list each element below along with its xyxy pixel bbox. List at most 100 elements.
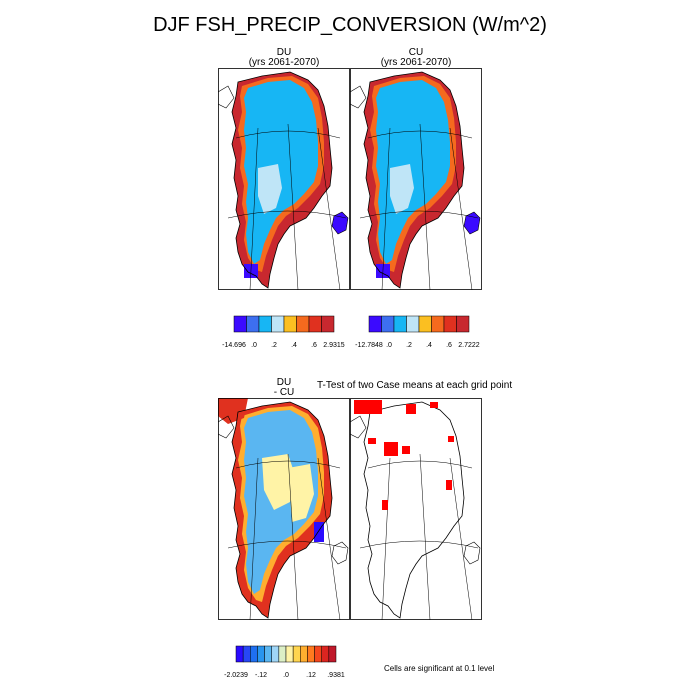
- map-cu-graticule-lat-2: [359, 210, 479, 219]
- colorbar-diff-swatch: [314, 645, 322, 663]
- colorbar-du-tick-label: .0: [251, 342, 257, 349]
- colorbar-diff-swatch: [257, 645, 265, 663]
- map-diff-graticule-lon-1: [249, 457, 259, 620]
- colorbar-cu-swatch: [431, 315, 445, 333]
- colorbar-cu-swatch: [406, 315, 420, 333]
- map-cu-iceland-coast: [463, 211, 481, 235]
- map-diff-east-negative: [314, 522, 324, 542]
- map-du-graticule-lat-2: [227, 210, 347, 219]
- map-panel-cu: [350, 68, 482, 290]
- colorbar-du-swatch: [321, 315, 335, 333]
- map-cu-graticule-lon-3: [449, 127, 473, 290]
- colorbar-diff-swatch: [321, 645, 330, 663]
- significant-cell: [448, 436, 454, 442]
- colorbar-du-swatch: [271, 315, 285, 333]
- map-du-graticule-lon-2: [287, 123, 299, 290]
- colorbar-diff-swatch: [292, 645, 301, 663]
- colorbar-diff-swatch: [235, 645, 244, 663]
- colorbar-cu-tick-label: .6: [446, 342, 452, 349]
- colorbar-diff-tick-label: .12: [306, 672, 316, 679]
- colorbar-cu-swatch: [368, 315, 382, 333]
- map-cu-frame: [350, 68, 482, 290]
- map-ttest-iceland-coast: [463, 541, 481, 565]
- colorbar-cu-swatch: [381, 315, 395, 333]
- map-diff-iceland-coast: [331, 541, 349, 565]
- map-panel-diff: [218, 398, 350, 620]
- map-cu-field-core: [390, 164, 414, 214]
- map-diff-graticule-lon-2: [287, 453, 299, 620]
- map-cu-coastline: [363, 71, 465, 289]
- colorbar-diff-swatch: [250, 645, 258, 663]
- colorbar-diff-swatch: [285, 645, 294, 663]
- colorbar-du: -14.696 .0 .2 .4 .6 2.9315: [222, 315, 345, 349]
- colorbar-du-tick-label: -14.696: [222, 342, 246, 349]
- map-du-iceland-coast: [331, 211, 349, 235]
- map-du-coastline: [231, 71, 333, 289]
- colorbar-du-tick-label: 2.9315: [323, 342, 345, 349]
- map-du-field-core: [258, 164, 282, 214]
- panel-du-label: DU: [276, 47, 292, 58]
- map-ttest-graticule-lat-2: [359, 540, 479, 549]
- map-ttest-graticule-lat-1: [367, 460, 473, 469]
- map-diff-coastline: [231, 401, 333, 619]
- significant-cell: [384, 442, 398, 456]
- colorbar-cu: -12.7848.0 .2 .4 .6 2.7222: [355, 315, 480, 349]
- colorbar-du-swatch: [233, 315, 247, 333]
- map-du-ellesmere-coast: [218, 85, 235, 109]
- map-diff-ellesmere-coast: [218, 415, 235, 439]
- colorbar-cu-swatch: [456, 315, 470, 333]
- colorbar-cu-tick-label: -12.7848: [355, 342, 383, 349]
- colorbar-cu-swatch: [418, 315, 432, 333]
- colorbar-du-tick-label: .2: [271, 342, 277, 349]
- panel-du-sublabel: (yrs 2061-2070): [248, 57, 320, 68]
- map-ttest-coastline: [363, 401, 465, 619]
- significant-cell: [402, 446, 410, 454]
- panel-diff-sublabel: - CU: [273, 387, 295, 398]
- map-ttest-graticule-lon-2: [419, 453, 431, 620]
- panel-diff-label: DU: [276, 377, 292, 388]
- map-ttest-frame: [350, 398, 482, 620]
- colorbar-cu-tick-label: .0: [386, 342, 392, 349]
- significant-cell: [430, 402, 438, 408]
- significant-cell: [446, 480, 452, 490]
- panel-cu-label: CU: [408, 47, 424, 58]
- colorbar-cu-tick-label: 2.7222: [458, 342, 480, 349]
- map-cu-graticule-lon-1: [381, 127, 391, 290]
- map-du-graticule-lon-1: [249, 127, 259, 290]
- significant-cell: [368, 438, 376, 444]
- panel-title-diff: DU - CU: [218, 378, 350, 398]
- map-diff-graticule-lon-3: [317, 457, 341, 620]
- colorbar-du-tick-label: .6: [311, 342, 317, 349]
- colorbar-du-swatch: [283, 315, 297, 333]
- colorbar-diff-tick-label: -.12: [255, 672, 267, 679]
- colorbar-diff-swatch: [300, 645, 308, 663]
- map-cu-field-interior: [376, 80, 450, 264]
- panel-cu-sublabel: (yrs 2061-2070): [380, 57, 452, 68]
- map-du-field-interior: [244, 80, 318, 264]
- significance-note: Cells are significant at 0.1 level: [384, 664, 495, 673]
- map-diff-field-core: [262, 454, 296, 510]
- panel-title-cu: CU (yrs 2061-2070): [350, 48, 482, 68]
- colorbar-diff-swatch: [271, 645, 280, 663]
- significant-cell: [406, 404, 416, 414]
- map-du-graticule-lon-3: [317, 127, 341, 290]
- map-diff-field-east: [288, 464, 314, 522]
- colorbar-diff-tick-label: .9381: [327, 672, 345, 679]
- map-cu-ellesmere-coast: [350, 85, 367, 109]
- panel-title-du: DU (yrs 2061-2070): [218, 48, 350, 68]
- panel-title-ttest: T-Test of two Case means at each grid po…: [317, 380, 513, 391]
- colorbar-diff-swatch: [328, 645, 337, 663]
- colorbar-du-swatch: [308, 315, 322, 333]
- colorbar-diff-swatch: [264, 645, 272, 663]
- map-ttest-ellesmere-coast: [350, 415, 367, 439]
- colorbar-du-swatch: [258, 315, 272, 333]
- colorbar-diff: -2.0239 -.12 .0 .12 .9381: [224, 645, 345, 679]
- colorbar-diff-tick-label: .0: [283, 672, 289, 679]
- map-du-frame: [218, 68, 350, 290]
- colorbar-diff-swatch: [242, 645, 251, 663]
- colorbar-du-swatch: [296, 315, 310, 333]
- colorbar-cu-tick-label: .2: [406, 342, 412, 349]
- colorbar-du-swatch: [246, 315, 260, 333]
- map-cu-graticule-lon-2: [419, 123, 431, 290]
- map-diff-graticule-lat-2: [227, 540, 347, 549]
